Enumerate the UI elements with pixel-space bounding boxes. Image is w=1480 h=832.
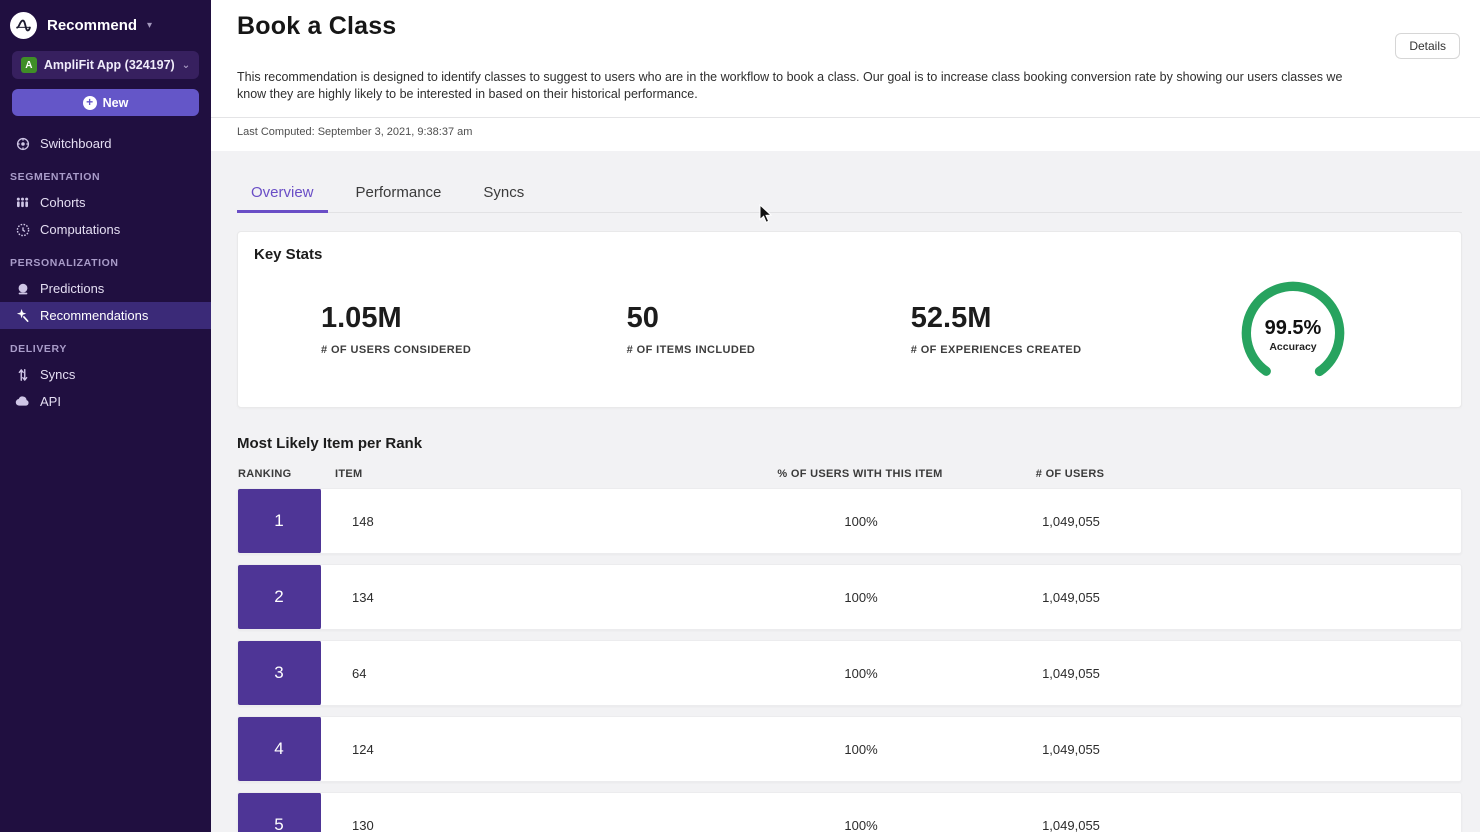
- column-header-pct-users: % OF USERS WITH THIS ITEM: [777, 468, 943, 480]
- syncs-icon: [15, 367, 30, 382]
- rank-table-title: Most Likely Item per Rank: [237, 435, 423, 452]
- accuracy-label: Accuracy: [1269, 341, 1317, 353]
- table-row[interactable]: 5 130 100% 1,049,055: [237, 792, 1462, 832]
- table-row[interactable]: 2 134 100% 1,049,055: [237, 564, 1462, 630]
- sidebar-item-recommendations[interactable]: Recommendations: [0, 302, 211, 329]
- new-button[interactable]: + New: [12, 89, 199, 116]
- computations-icon: [15, 222, 30, 237]
- sidebar-item-api[interactable]: API: [0, 388, 211, 415]
- stat-label: # OF ITEMS INCLUDED: [626, 344, 756, 356]
- sidebar-item-syncs[interactable]: Syncs: [0, 361, 211, 388]
- item-cell: 130: [352, 818, 374, 832]
- section-label-segmentation: SEGMENTATION: [10, 171, 101, 183]
- sidebar-item-label: Cohorts: [40, 195, 86, 210]
- rank-badge: 2: [238, 565, 321, 629]
- table-row[interactable]: 4 124 100% 1,049,055: [237, 716, 1462, 782]
- rank-badge: 3: [238, 641, 321, 705]
- sidebar-item-label: Syncs: [40, 367, 76, 382]
- page-title: Book a Class: [237, 12, 397, 40]
- accuracy-gauge-arc: [1241, 281, 1345, 385]
- rank-badge: 1: [238, 489, 321, 553]
- cohorts-icon: [15, 195, 30, 210]
- item-cell: 148: [352, 514, 374, 529]
- section-label-delivery: DELIVERY: [10, 343, 67, 355]
- details-button[interactable]: Details: [1395, 33, 1460, 59]
- sidebar: Recommend ▾ A AmpliFit App (324197) ⌄ + …: [0, 0, 211, 832]
- sidebar-item-label: Computations: [40, 222, 121, 237]
- sidebar-header[interactable]: Recommend ▾: [0, 0, 211, 49]
- tab-performance[interactable]: Performance: [355, 184, 442, 201]
- tab-syncs[interactable]: Syncs: [483, 184, 525, 201]
- header-divider: [211, 117, 1480, 118]
- pct-users-cell: 100%: [844, 742, 878, 757]
- tab-overview[interactable]: Overview: [237, 184, 328, 213]
- api-cloud-icon: [15, 394, 30, 409]
- column-header-num-users: # OF USERS: [1035, 468, 1105, 480]
- stat-label: # OF EXPERIENCES CREATED: [910, 344, 1082, 356]
- sidebar-item-label: Switchboard: [40, 136, 112, 151]
- app-selector-label: AmpliFit App (324197): [43, 58, 175, 72]
- plus-icon: +: [82, 95, 97, 110]
- stat-value: 52.5M: [910, 302, 992, 334]
- amplitude-logo-icon: [10, 12, 37, 39]
- num-users-cell: 1,049,055: [1042, 818, 1100, 832]
- chevron-down-icon: ⌄: [181, 59, 191, 71]
- app-badge: A: [20, 57, 37, 73]
- sidebar-item-label: Recommendations: [40, 308, 149, 323]
- item-cell: 134: [352, 590, 374, 605]
- stat-experiences-created: 52.5M # OF EXPERIENCES CREATED: [911, 302, 1082, 356]
- predictions-icon: [15, 281, 30, 296]
- chevron-down-icon: ▾: [147, 20, 153, 31]
- pct-users-cell: 100%: [844, 666, 878, 681]
- new-button-label: New: [102, 95, 129, 110]
- content-area: Overview Performance Syncs Key Stats 1.0…: [211, 151, 1480, 832]
- key-stats-title: Key Stats: [254, 246, 323, 263]
- sidebar-item-computations[interactable]: Computations: [0, 216, 211, 243]
- table-row[interactable]: 3 64 100% 1,049,055: [237, 640, 1462, 706]
- last-computed-text: Last Computed: September 3, 2021, 9:38:3…: [237, 126, 473, 138]
- rank-badge: 4: [238, 717, 321, 781]
- sidebar-item-switchboard[interactable]: Switchboard: [0, 130, 211, 157]
- app-selector[interactable]: A AmpliFit App (324197) ⌄: [12, 51, 199, 79]
- pct-users-cell: 100%: [844, 590, 878, 605]
- rank-table: RANKING ITEM % OF USERS WITH THIS ITEM #…: [237, 468, 1462, 832]
- sidebar-item-label: Predictions: [40, 281, 105, 296]
- recommendations-icon: [15, 308, 30, 323]
- pct-users-cell: 100%: [844, 818, 878, 832]
- sidebar-item-predictions[interactable]: Predictions: [0, 275, 211, 302]
- stat-users-considered: 1.05M # OF USERS CONSIDERED: [321, 302, 471, 356]
- column-header-ranking: RANKING: [238, 468, 292, 480]
- num-users-cell: 1,049,055: [1042, 742, 1100, 757]
- tab-bar: Overview Performance Syncs: [237, 183, 1462, 213]
- section-label-personalization: PERSONALIZATION: [10, 257, 119, 269]
- key-stats-card: Key Stats 1.05M # OF USERS CONSIDERED 50…: [237, 231, 1462, 408]
- page-description: This recommendation is designed to ident…: [237, 70, 1343, 101]
- sidebar-item-cohorts[interactable]: Cohorts: [0, 189, 211, 216]
- num-users-cell: 1,049,055: [1042, 514, 1100, 529]
- column-header-item: ITEM: [335, 468, 363, 480]
- stat-items-included: 50 # OF ITEMS INCLUDED: [627, 302, 756, 356]
- accuracy-gauge: 99.5% Accuracy: [1237, 277, 1349, 385]
- accuracy-value: 99.5%: [1264, 317, 1322, 339]
- rank-badge: 5: [238, 793, 321, 832]
- stat-label: # OF USERS CONSIDERED: [321, 344, 472, 356]
- stat-value: 1.05M: [321, 302, 402, 334]
- main-content: Book a Class Details This recommendation…: [211, 0, 1480, 832]
- switchboard-icon: [15, 136, 30, 151]
- sidebar-item-label: API: [40, 394, 61, 409]
- item-cell: 64: [352, 666, 367, 681]
- num-users-cell: 1,049,055: [1042, 590, 1100, 605]
- pct-users-cell: 100%: [844, 514, 878, 529]
- page-header: Book a Class Details This recommendation…: [211, 0, 1480, 151]
- num-users-cell: 1,049,055: [1042, 666, 1100, 681]
- sidebar-nav: Switchboard SEGMENTATION Cohorts Computa…: [0, 130, 211, 832]
- item-cell: 124: [352, 742, 374, 757]
- stat-value: 50: [626, 302, 659, 334]
- table-row[interactable]: 1 148 100% 1,049,055: [237, 488, 1462, 554]
- rank-table-header: RANKING ITEM % OF USERS WITH THIS ITEM #…: [237, 468, 1462, 480]
- product-name: Recommend: [47, 17, 138, 34]
